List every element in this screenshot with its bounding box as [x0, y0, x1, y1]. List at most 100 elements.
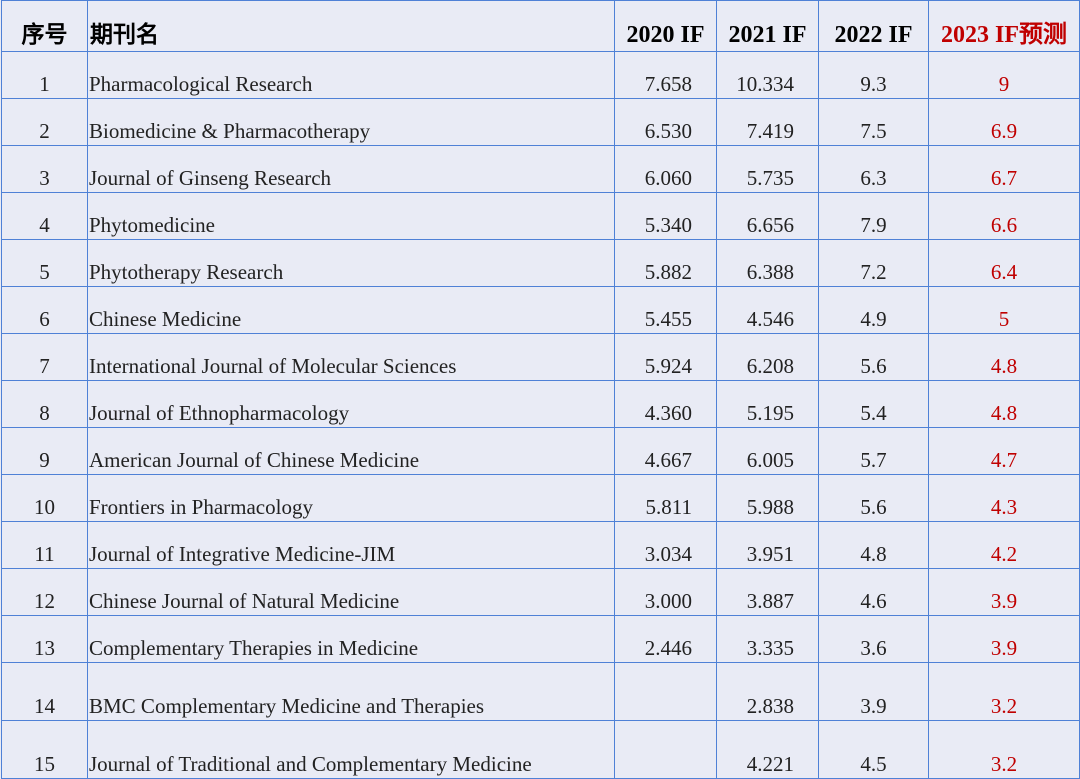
- journal-name-cell: Journal of Ethnopharmacology: [87, 380, 615, 428]
- if-2020-cell: 6.060: [614, 145, 717, 193]
- if-2022-cell: 7.5: [818, 98, 929, 146]
- if-2021-cell: 4.546: [716, 286, 819, 334]
- if-2023-prediction-cell: 4.3: [928, 474, 1080, 522]
- serial-number-cell: 13: [1, 615, 88, 663]
- table-row: 15 Journal of Traditional and Complementa…: [1, 720, 1080, 779]
- if-2022-cell: 7.2: [818, 239, 929, 287]
- if-2021-cell: 3.887: [716, 568, 819, 616]
- if-2020-cell: 5.882: [614, 239, 717, 287]
- if-2023-prediction-cell: 3.9: [928, 615, 1080, 663]
- header-if-2021: 2021 IF: [716, 0, 819, 52]
- serial-number-cell: 1: [1, 51, 88, 99]
- journal-name-cell: Journal of Ginseng Research: [87, 145, 615, 193]
- if-2021-cell: 5.988: [716, 474, 819, 522]
- if-2023-prediction-cell: 4.8: [928, 380, 1080, 428]
- if-2023-prediction-cell: 6.9: [928, 98, 1080, 146]
- journal-name-cell: Complementary Therapies in Medicine: [87, 615, 615, 663]
- serial-number-cell: 3: [1, 145, 88, 193]
- serial-number-cell: 8: [1, 380, 88, 428]
- if-2021-cell: 6.656: [716, 192, 819, 240]
- if-2022-cell: 6.3: [818, 145, 929, 193]
- if-2021-cell: 4.221: [716, 720, 819, 779]
- header-serial-number: 序号: [1, 0, 88, 52]
- table-row: 2 Biomedicine & Pharmacotherapy 6.530 7.419…: [1, 98, 1080, 146]
- table-row: 3 Journal of Ginseng Research 6.060 5.735 6.…: [1, 145, 1080, 193]
- if-2023-prediction-cell: 6.6: [928, 192, 1080, 240]
- serial-number-cell: 15: [1, 720, 88, 779]
- if-2022-cell: 5.6: [818, 333, 929, 381]
- serial-number-cell: 5: [1, 239, 88, 287]
- if-2020-cell: 4.667: [614, 427, 717, 475]
- table-row: 10 Frontiers in Pharmacology 5.811 5.988 5.6…: [1, 474, 1080, 522]
- if-2023-prediction-cell: 4.7: [928, 427, 1080, 475]
- if-2020-cell: 6.530: [614, 98, 717, 146]
- header-if-2023-prediction: 2023 IF预测: [928, 0, 1080, 52]
- if-2022-cell: 5.6: [818, 474, 929, 522]
- journal-name-cell: Biomedicine & Pharmacotherapy: [87, 98, 615, 146]
- if-2021-cell: 6.388: [716, 239, 819, 287]
- if-2021-cell: 5.735: [716, 145, 819, 193]
- serial-number-cell: 6: [1, 286, 88, 334]
- if-2023-prediction-cell: 3.2: [928, 720, 1080, 779]
- serial-number-cell: 11: [1, 521, 88, 569]
- if-2022-cell: 4.5: [818, 720, 929, 779]
- header-row: 序号 期刊名 2020 IF 2021 IF 2022 IF 2023 IF预测: [1, 0, 1080, 52]
- serial-number-cell: 12: [1, 568, 88, 616]
- if-2022-cell: 3.9: [818, 662, 929, 721]
- header-journal-name: 期刊名: [87, 0, 615, 52]
- if-2020-cell: 5.811: [614, 474, 717, 522]
- table-row: 13 Complementary Therapies in Medicine 2.4…: [1, 615, 1080, 663]
- if-2020-cell: 5.455: [614, 286, 717, 334]
- journal-name-cell: American Journal of Chinese Medicine: [87, 427, 615, 475]
- if-2020-cell: 3.000: [614, 568, 717, 616]
- serial-number-cell: 4: [1, 192, 88, 240]
- serial-number-cell: 9: [1, 427, 88, 475]
- header-if-2022: 2022 IF: [818, 0, 929, 52]
- if-2023-prediction-cell: 9: [928, 51, 1080, 99]
- table-row: 14 BMC Complementary Medicine and Therapi…: [1, 662, 1080, 721]
- if-2022-cell: 4.8: [818, 521, 929, 569]
- if-2020-cell: 2.446: [614, 615, 717, 663]
- journal-name-cell: Phytotherapy Research: [87, 239, 615, 287]
- if-2020-cell: [614, 720, 717, 779]
- if-2023-prediction-cell: 6.4: [928, 239, 1080, 287]
- table-row: 7 International Journal of Molecular Scie…: [1, 333, 1080, 381]
- if-2022-cell: 4.6: [818, 568, 929, 616]
- table-row: 4 Phytomedicine 5.340 6.656 7.9 6.6: [1, 192, 1080, 240]
- journal-name-cell: Journal of Integrative Medicine-JIM: [87, 521, 615, 569]
- if-2021-cell: 2.838: [716, 662, 819, 721]
- if-2023-prediction-cell: 5: [928, 286, 1080, 334]
- if-2020-cell: 5.924: [614, 333, 717, 381]
- journal-name-cell: BMC Complementary Medicine and Therapies: [87, 662, 615, 721]
- if-2022-cell: 5.4: [818, 380, 929, 428]
- journal-name-cell: International Journal of Molecular Scien…: [87, 333, 615, 381]
- table-row: 11 Journal of Integrative Medicine-JIM 3.0…: [1, 521, 1080, 569]
- if-2020-cell: [614, 662, 717, 721]
- if-2020-cell: 3.034: [614, 521, 717, 569]
- if-2023-prediction-cell: 6.7: [928, 145, 1080, 193]
- table-row: 8 Journal of Ethnopharmacology 4.360 5.195 5…: [1, 380, 1080, 428]
- table-row: 1 Pharmacological Research 7.658 10.334 9.3 9: [1, 51, 1080, 99]
- journal-name-cell: Frontiers in Pharmacology: [87, 474, 615, 522]
- if-2020-cell: 5.340: [614, 192, 717, 240]
- serial-number-cell: 14: [1, 662, 88, 721]
- serial-number-cell: 2: [1, 98, 88, 146]
- if-2022-cell: 7.9: [818, 192, 929, 240]
- serial-number-cell: 10: [1, 474, 88, 522]
- header-if-2020: 2020 IF: [614, 0, 717, 52]
- if-2022-cell: 5.7: [818, 427, 929, 475]
- if-2021-cell: 6.208: [716, 333, 819, 381]
- if-2023-prediction-cell: 3.2: [928, 662, 1080, 721]
- if-2021-cell: 10.334: [716, 51, 819, 99]
- if-2023-prediction-cell: 3.9: [928, 568, 1080, 616]
- if-2020-cell: 4.360: [614, 380, 717, 428]
- if-2023-prediction-cell: 4.8: [928, 333, 1080, 381]
- table-row: 12 Chinese Journal of Natural Medicine 3.0…: [1, 568, 1080, 616]
- table-row: 5 Phytotherapy Research 5.882 6.388 7.2 6.4: [1, 239, 1080, 287]
- if-2021-cell: 7.419: [716, 98, 819, 146]
- journal-name-cell: Journal of Traditional and Complementary…: [87, 720, 615, 779]
- journal-name-cell: Pharmacological Research: [87, 51, 615, 99]
- if-2021-cell: 6.005: [716, 427, 819, 475]
- if-2022-cell: 3.6: [818, 615, 929, 663]
